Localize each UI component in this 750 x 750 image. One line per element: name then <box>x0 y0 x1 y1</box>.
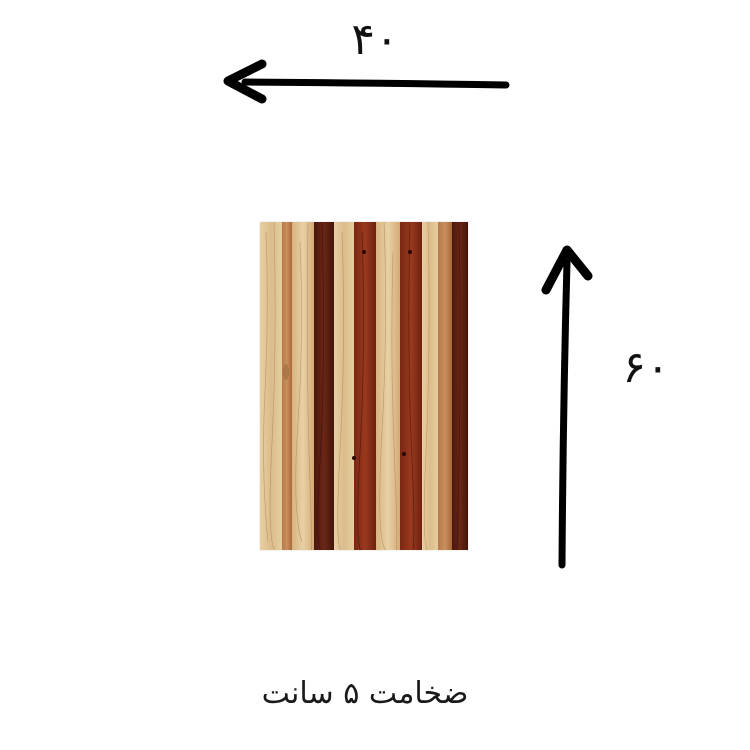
height-arrow <box>541 245 593 569</box>
width-arrow <box>223 59 510 104</box>
thickness-caption: ضخامت ۵ سانت <box>261 676 469 711</box>
width-dimension-label: ۴۰ <box>351 14 399 65</box>
striped-wood-board <box>260 222 468 550</box>
wooden-board-image <box>260 222 468 550</box>
height-dimension-label: ۶۰ <box>622 342 670 393</box>
